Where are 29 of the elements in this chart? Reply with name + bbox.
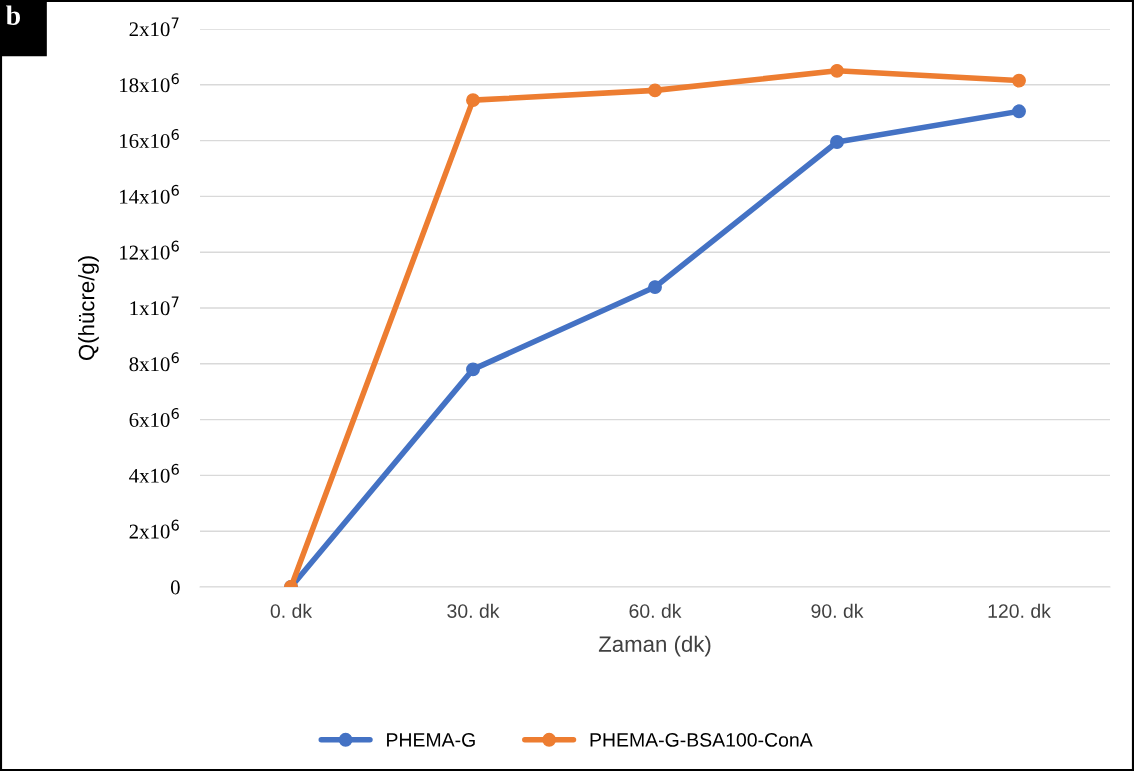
legend-label: PHEMA-G bbox=[387, 733, 475, 747]
y-tick-label: 6x10$^{6}$ bbox=[129, 408, 179, 428]
x-tick-label: 30. dk bbox=[447, 603, 500, 618]
point bbox=[1012, 104, 1026, 119]
y-tick-label: 8x10$^{6}$ bbox=[129, 352, 179, 372]
point bbox=[466, 93, 480, 108]
x-tick-label: 60. dk bbox=[629, 603, 682, 618]
y-axis-title: Q(hücre/g) bbox=[78, 256, 99, 361]
y-tick-label: 2x10$^{6}$ bbox=[129, 519, 179, 539]
y-tick-label: 2x10$^{7}$ bbox=[129, 17, 179, 37]
point bbox=[830, 63, 844, 78]
y-tick-label: 4x10$^{6}$ bbox=[129, 463, 179, 483]
point bbox=[1012, 73, 1026, 88]
y-tick-label: 0 bbox=[170, 580, 180, 595]
y-tick-label: 14x10$^{6}$ bbox=[120, 184, 179, 204]
x-tick-label: 120. dk bbox=[988, 603, 1051, 618]
y-tick-label: 18x10$^{6}$ bbox=[120, 73, 179, 93]
point bbox=[830, 135, 844, 149]
point bbox=[648, 280, 662, 295]
x-tick-label: 0. dk bbox=[270, 603, 313, 618]
x-axis-title: Zaman (dk) bbox=[598, 635, 711, 657]
y-tick-label: 12x10$^{6}$ bbox=[120, 240, 179, 260]
point bbox=[466, 362, 480, 377]
x-tick-label: 90. dk bbox=[811, 603, 864, 618]
text: b bbox=[6, 5, 20, 25]
legend-label: PHEMA-G-BSA100-ConA bbox=[590, 733, 813, 747]
y-tick-label: 16x10$^{6}$ bbox=[120, 129, 179, 149]
point bbox=[648, 83, 662, 98]
y-tick-label: 1x10$^{7}$ bbox=[130, 296, 179, 316]
